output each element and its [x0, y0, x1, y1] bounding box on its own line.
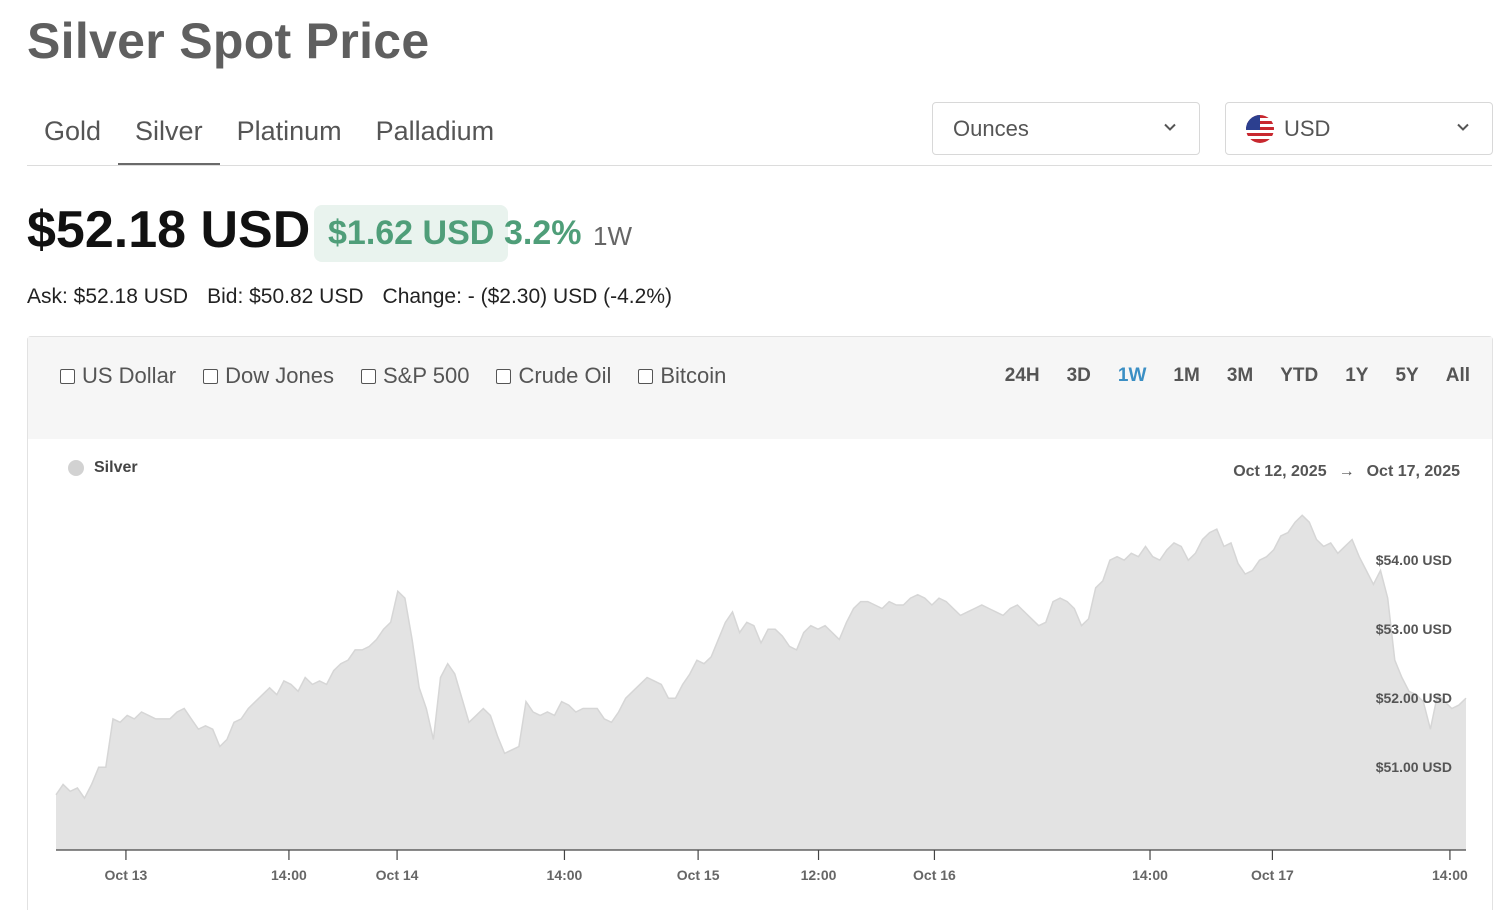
legend-dot-icon	[68, 460, 84, 476]
compare-label: US Dollar	[82, 363, 177, 388]
currency-select-value: USD	[1284, 115, 1331, 141]
range-1y[interactable]: 1Y	[1345, 365, 1369, 386]
us-flag-icon	[1246, 114, 1274, 143]
current-price: $52.18 USD	[27, 201, 311, 259]
x-tick-label: 14:00	[547, 867, 583, 883]
compare-us-dollar[interactable]: US Dollar	[60, 363, 176, 389]
arrow-right-icon: →	[1338, 463, 1355, 480]
range-5y[interactable]: 5Y	[1395, 365, 1419, 386]
x-tick-label: Oct 14	[376, 867, 419, 883]
y-tick-label: $54.00 USD	[1376, 552, 1452, 568]
chart-card: US Dollar Dow Jones S&P 500 Crude Oil Bi…	[27, 336, 1493, 910]
tab-gold[interactable]: Gold	[44, 116, 102, 146]
range-1m[interactable]: 1M	[1173, 365, 1200, 386]
y-tick-label: $51.00 USD	[1376, 759, 1452, 775]
units-select-value: Ounces	[953, 115, 1029, 141]
x-tick-label: Oct 13	[105, 867, 148, 883]
range-selector: 24H 3D 1W 1M 3M YTD 1Y 5Y All	[978, 365, 1470, 387]
tab-platinum[interactable]: Platinum	[236, 116, 342, 146]
compare-sp500[interactable]: S&P 500	[360, 363, 470, 389]
price-change-badge: $1.62 USD	[314, 205, 509, 262]
change-period-label: 1W	[593, 221, 632, 251]
price-change-percent: 3.2%	[504, 214, 582, 252]
tab-silver[interactable]: Silver	[118, 104, 220, 166]
bid-price: Bid: $50.82 USD	[207, 285, 364, 308]
compare-crude-oil[interactable]: Crude Oil	[496, 363, 611, 389]
x-tick-label: 12:00	[801, 867, 837, 883]
compare-label: Bitcoin	[660, 363, 727, 388]
chart-toolbar: US Dollar Dow Jones S&P 500 Crude Oil Bi…	[28, 337, 1492, 439]
x-tick-label: 14:00	[1432, 867, 1468, 883]
x-tick-label: 14:00	[1132, 867, 1168, 883]
range-3d[interactable]: 3D	[1066, 365, 1091, 386]
units-select[interactable]: Ounces	[932, 102, 1200, 155]
compare-label: Dow Jones	[225, 363, 334, 388]
ask-price: Ask: $52.18 USD	[27, 285, 189, 308]
date-range-start: Oct 12, 2025	[1233, 463, 1327, 480]
y-tick-label: $52.00 USD	[1376, 690, 1452, 706]
compare-bitcoin[interactable]: Bitcoin	[638, 363, 726, 389]
range-24h[interactable]: 24H	[1004, 365, 1040, 386]
x-tick-label: Oct 15	[677, 867, 720, 883]
chart-legend[interactable]: Silver	[68, 459, 138, 477]
range-ytd[interactable]: YTD	[1280, 365, 1319, 386]
checkbox-icon[interactable]	[496, 368, 512, 384]
page-title: Silver Spot Price	[27, 13, 430, 69]
chart-date-range: Oct 12, 2025 → Oct 17, 2025	[1233, 463, 1460, 481]
checkbox-icon[interactable]	[638, 368, 654, 384]
compare-dow-jones[interactable]: Dow Jones	[203, 363, 334, 389]
price-change-value: $1.62 USD	[328, 214, 495, 252]
price-chart[interactable]: Oct 13 14:00 Oct 14 14:00 Oct 15 12:00 Oct 16 1…	[28, 337, 1494, 910]
tab-palladium[interactable]: Palladium	[375, 116, 495, 146]
quote-details: Ask: $52.18 USD Bid: $50.82 USD Change: …	[27, 285, 672, 309]
x-tick-label: 14:00	[271, 867, 307, 883]
range-all[interactable]: All	[1445, 365, 1470, 386]
legend-label: Silver	[94, 459, 138, 476]
x-tick-label: Oct 16	[913, 867, 956, 883]
checkbox-icon[interactable]	[203, 368, 219, 384]
chevron-down-icon	[1164, 123, 1176, 131]
range-3m[interactable]: 3M	[1226, 365, 1254, 386]
tabs-divider	[27, 165, 1492, 166]
change-summary: Change: - ($2.30) USD (-4.2%)	[382, 285, 672, 308]
chevron-down-icon	[1457, 123, 1469, 131]
compare-label: Crude Oil	[518, 363, 612, 388]
checkbox-icon[interactable]	[360, 368, 376, 384]
checkbox-icon[interactable]	[60, 368, 75, 384]
range-1w[interactable]: 1W	[1117, 365, 1147, 386]
date-range-end: Oct 17, 2025	[1366, 463, 1460, 480]
silver-line	[55, 514, 1467, 800]
silver-area	[56, 515, 1466, 850]
compare-list: US Dollar Dow Jones S&P 500 Crude Oil Bi…	[60, 363, 753, 389]
metal-tabs: Gold Silver Platinum Palladium	[27, 104, 511, 166]
y-tick-label: $53.00 USD	[1376, 621, 1452, 637]
compare-label: S&P 500	[382, 363, 470, 388]
x-tick-label: Oct 17	[1251, 867, 1294, 883]
currency-select[interactable]: USD	[1225, 102, 1493, 155]
